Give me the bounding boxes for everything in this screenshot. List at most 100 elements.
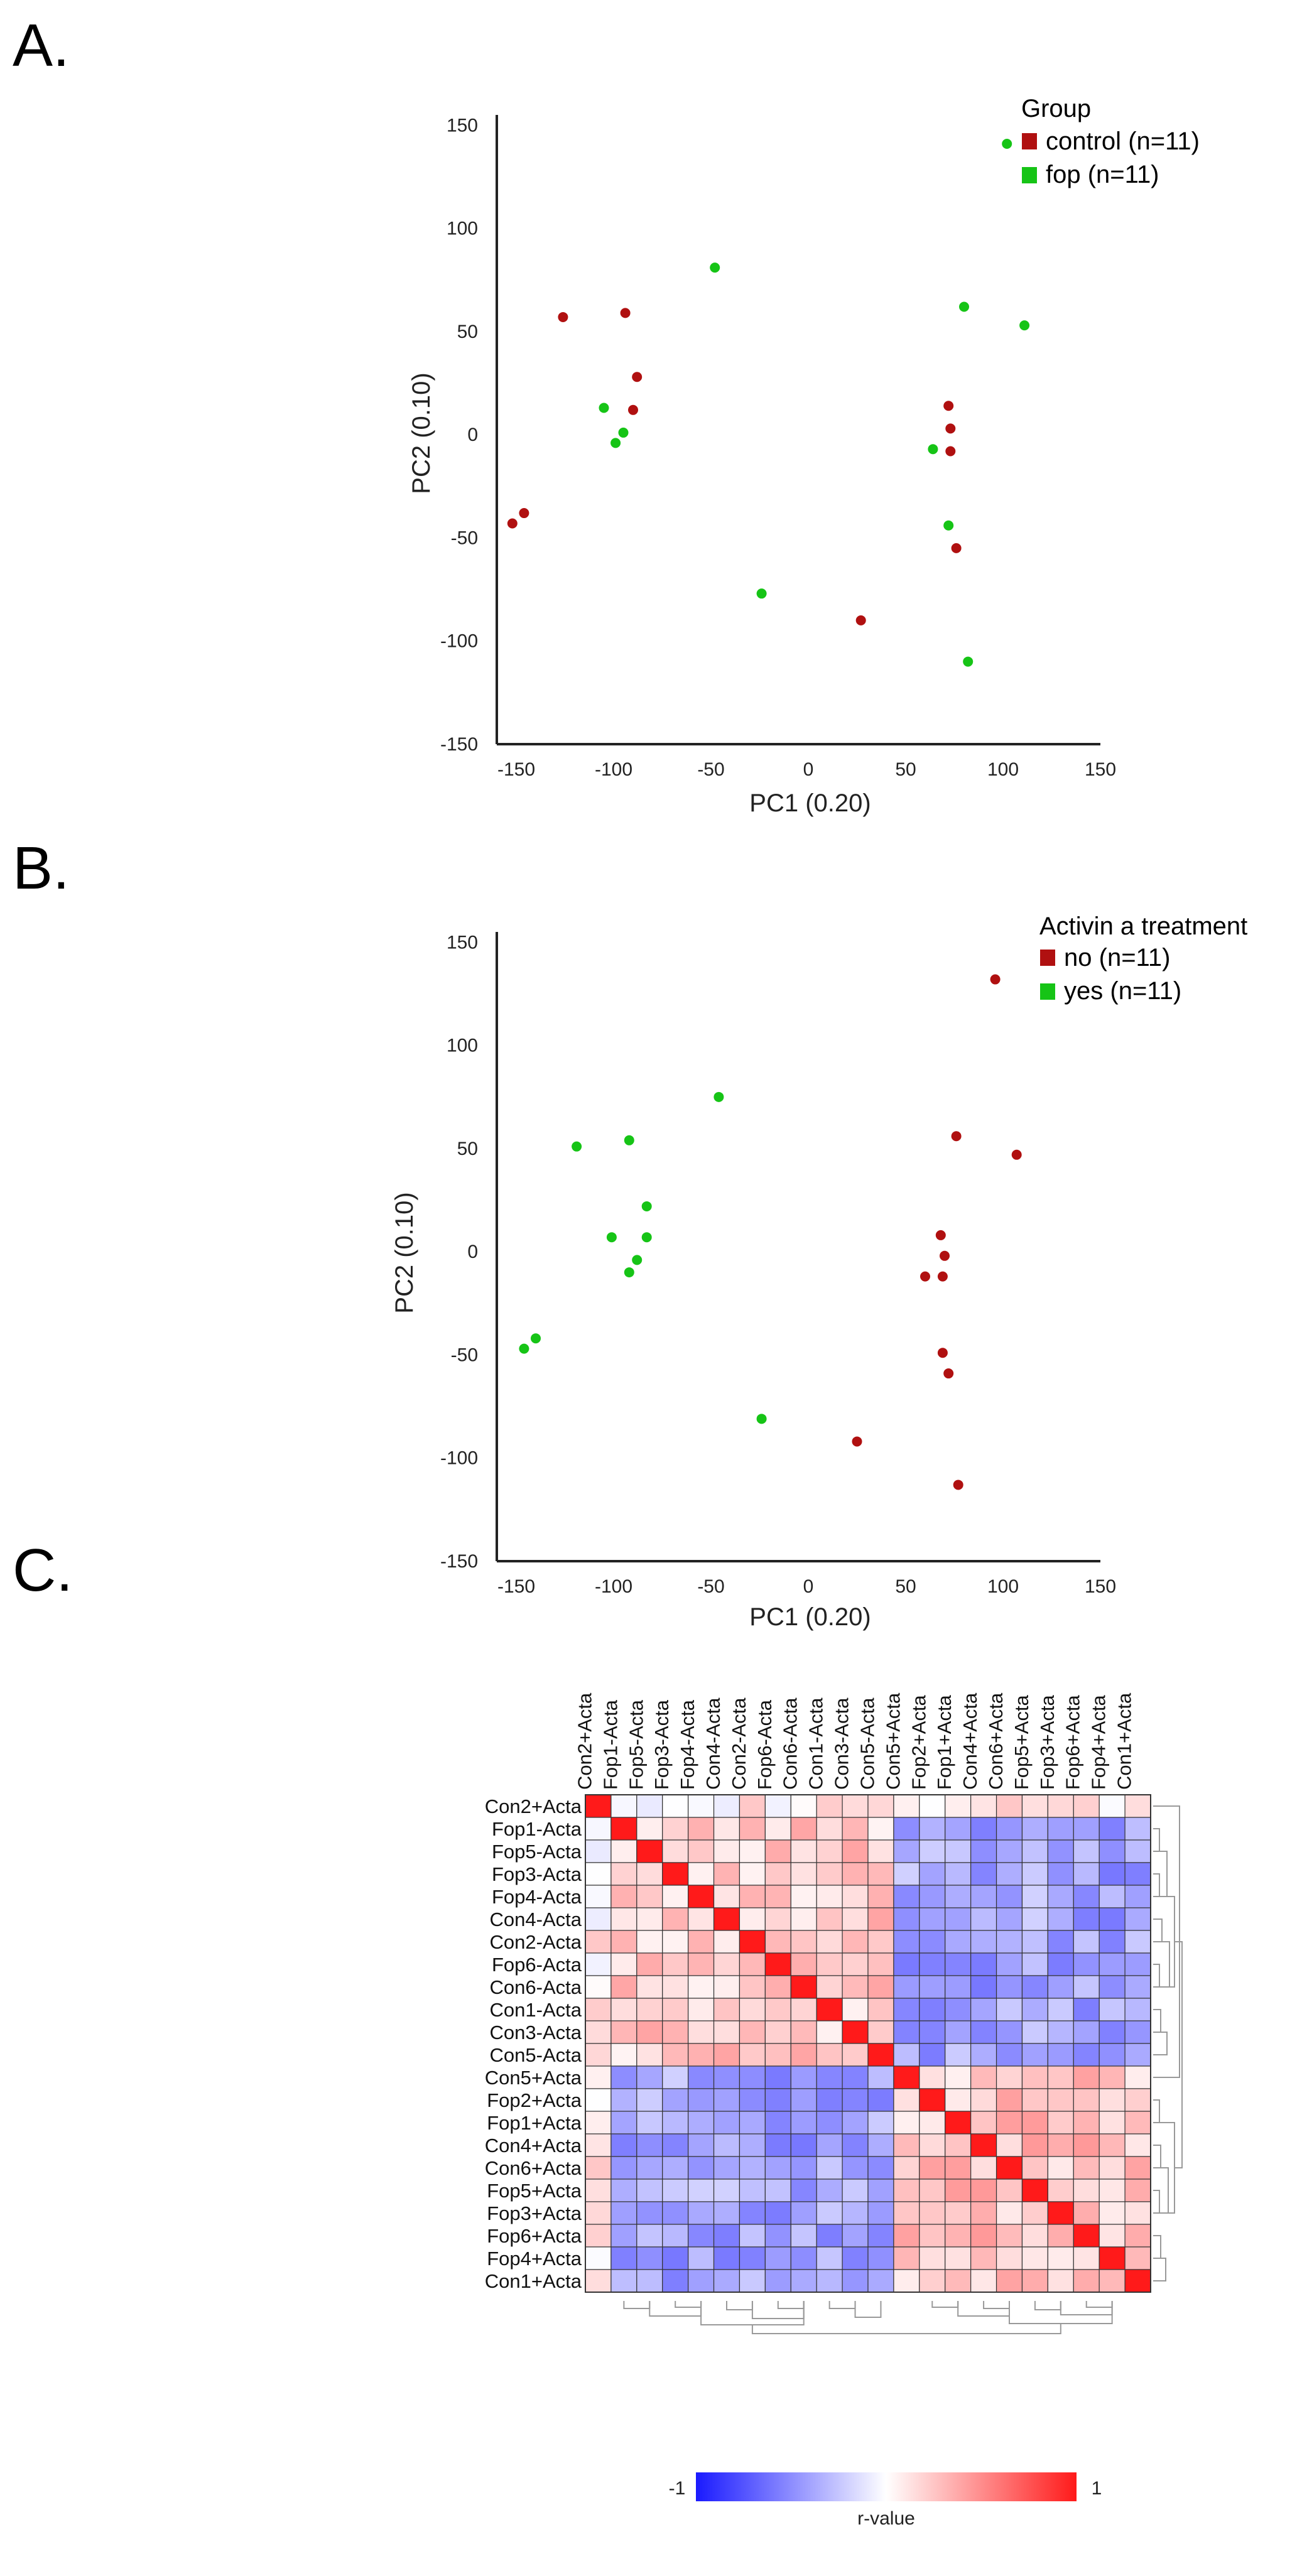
heatmap-cell <box>662 1930 689 1954</box>
heatmap-cell <box>739 1998 766 2021</box>
heatmap-cell <box>585 1975 612 1999</box>
heatmap-cell <box>636 2043 663 2067</box>
heatmap-cell <box>713 1885 741 1908</box>
y-tick-label: -150 <box>440 1551 478 1572</box>
heatmap-cell <box>610 1930 637 1954</box>
heatmap-cell <box>790 1930 817 1954</box>
dendrogram-branch <box>1153 1918 1163 1942</box>
heatmap-cell <box>739 1930 766 1954</box>
heatmap-cell <box>1073 2111 1100 2135</box>
x-axis-label: PC1 (0.20) <box>749 789 871 817</box>
heatmap-col-label: Con1+Acta <box>1114 1692 1136 1790</box>
pca-scatter-plot-b: -150 -100 -50 0 50 100 150 -150 -100 -50 0 50 100 15… <box>391 912 1247 1631</box>
heatmap-cell <box>585 2201 612 2225</box>
heatmap-cell <box>816 2111 843 2135</box>
colorbar-max-label: 1 <box>1092 2478 1102 2499</box>
heatmap-cell <box>636 1885 663 1908</box>
heatmap-cell <box>764 2088 791 2112</box>
heatmap-cell <box>585 2269 612 2293</box>
heatmap-cell <box>1047 2156 1074 2180</box>
heatmap-row-label: Con4-Acta <box>490 1908 582 1930</box>
heatmap-cell <box>688 1794 715 1818</box>
heatmap-cell <box>1021 1862 1048 1886</box>
heatmap-col-label: Fop3-Acta <box>651 1699 673 1790</box>
heatmap-cell <box>945 2111 972 2135</box>
heatmap-cell <box>867 2065 894 2089</box>
heatmap-cell <box>764 2201 791 2225</box>
heatmap-cell <box>995 2065 1023 2089</box>
data-point-fop <box>963 656 974 667</box>
heatmap-cell <box>713 2201 741 2225</box>
heatmap-cell <box>1099 1907 1126 1931</box>
data-point-no <box>953 1480 963 1490</box>
heatmap-cell <box>945 2178 972 2202</box>
heatmap-row-label: Con5-Acta <box>490 2044 582 2066</box>
heatmap-col-label: Con4-Acta <box>702 1697 724 1790</box>
x-tick-label: -150 <box>497 1576 535 1597</box>
heatmap-cell <box>662 1975 689 1999</box>
heatmap-cell <box>688 1930 715 1954</box>
heatmap-cell <box>919 2156 946 2180</box>
heatmap-cell <box>1021 1975 1048 1999</box>
heatmap-cell <box>893 2156 920 2180</box>
heatmap-cell <box>610 2088 637 2112</box>
heatmap-cell <box>842 2133 869 2157</box>
data-point-fop <box>618 427 629 438</box>
heatmap-cell <box>970 2246 997 2270</box>
heatmap-cell <box>842 1998 869 2021</box>
heatmap-cell <box>636 1998 663 2021</box>
heatmap-cell <box>1047 2088 1074 2112</box>
heatmap-cell <box>970 2224 997 2248</box>
data-point-control <box>945 423 956 434</box>
heatmap-cell <box>662 1998 689 2021</box>
dendrogram-branch <box>1175 1941 1183 2168</box>
heatmap-col-label: Con6+Acta <box>985 1692 1007 1790</box>
heatmap-cell <box>816 1907 843 1931</box>
heatmap-cell <box>739 2178 766 2202</box>
heatmap-cell <box>636 2224 663 2248</box>
heatmap-cell <box>1073 2224 1100 2248</box>
heatmap-cell <box>713 1817 741 1841</box>
data-point-control <box>855 615 866 625</box>
y-axis-label: PC2 (0.10) <box>391 1192 418 1313</box>
heatmap-cell <box>945 2020 972 2044</box>
heatmap-cell <box>662 2178 689 2202</box>
heatmap-cell <box>764 1998 791 2021</box>
heatmap-cell <box>995 2269 1023 2293</box>
column-dendrogram <box>623 2301 1113 2334</box>
heatmap-cell <box>816 1862 843 1886</box>
heatmap-row-label: Con3-Acta <box>490 2021 582 2043</box>
heatmap-cell <box>867 1907 894 1931</box>
heatmap-cell <box>842 1862 869 1886</box>
heatmap-cell <box>919 2224 946 2248</box>
heatmap-cell <box>842 2020 869 2044</box>
heatmap-cell <box>919 1998 946 2021</box>
dendrogram-branch <box>1153 2099 1160 2123</box>
colorbar: -1 1 r-value <box>669 2472 1102 2529</box>
heatmap-cell <box>688 1862 715 1886</box>
heatmap-cell <box>585 2246 612 2270</box>
heatmap-cell <box>636 2111 663 2135</box>
heatmap-cell <box>739 1839 766 1863</box>
heatmap-cell <box>1124 2111 1151 2135</box>
heatmap-cell <box>790 2156 817 2180</box>
heatmap-cell <box>610 1817 637 1841</box>
heatmap-cell <box>970 1885 997 1908</box>
heatmap-cell <box>945 1839 972 1863</box>
y-tick-label: 100 <box>447 219 478 239</box>
data-point-yes <box>624 1267 634 1278</box>
heatmap-cell <box>739 2269 766 2293</box>
heatmap-cell <box>764 2133 791 2157</box>
dendrogram-branch <box>1153 2190 1160 2214</box>
heatmap-cell <box>636 1839 663 1863</box>
heatmap-cell <box>662 2246 689 2270</box>
colorbar-min-label: -1 <box>669 2478 686 2499</box>
heatmap-cell <box>995 2088 1023 2112</box>
heatmap-col-label: Fop4-Acta <box>676 1699 698 1790</box>
data-point-no <box>943 1368 954 1379</box>
heatmap-cell <box>636 2020 663 2044</box>
heatmap-cell <box>867 1930 894 1954</box>
heatmap-row-label: Fop1-Acta <box>492 1818 582 1840</box>
heatmap-cell <box>816 1794 843 1818</box>
